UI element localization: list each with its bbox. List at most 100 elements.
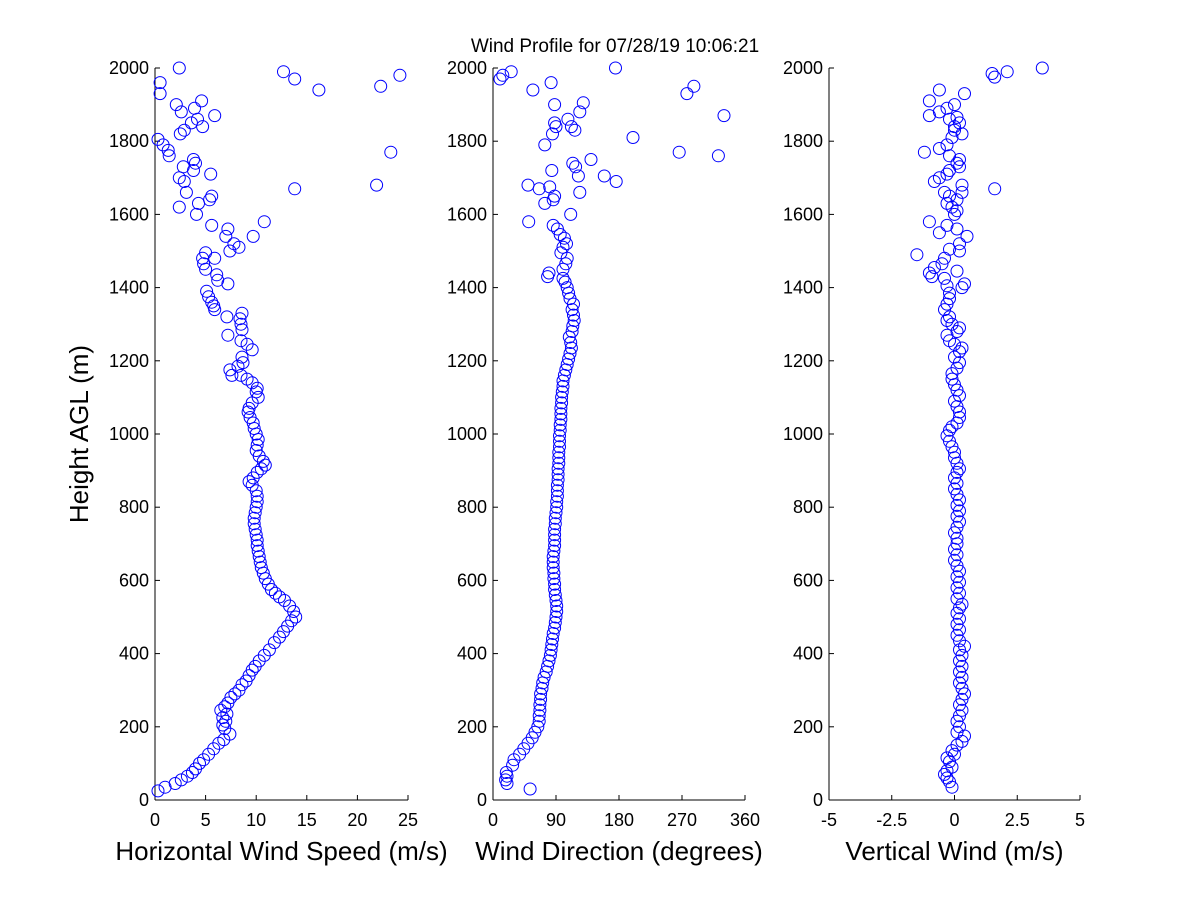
data-point xyxy=(546,632,559,646)
data-point xyxy=(205,189,219,203)
data-point xyxy=(177,175,191,188)
figure-title: Wind Profile for 07/28/19 10:06:21 xyxy=(471,36,759,57)
data-point xyxy=(548,588,562,602)
data-point xyxy=(950,476,964,490)
data-point xyxy=(552,456,566,470)
data-point xyxy=(533,703,547,717)
y-tick-label: 600 xyxy=(119,570,149,590)
data-point xyxy=(672,145,686,159)
data-point xyxy=(563,347,577,360)
data-point xyxy=(940,218,954,232)
data-point xyxy=(187,153,200,166)
data-point xyxy=(955,648,969,662)
data-point xyxy=(234,334,248,348)
data-point xyxy=(917,145,931,159)
data-point xyxy=(531,720,545,734)
data-point xyxy=(932,83,946,97)
data-point xyxy=(985,67,999,80)
data-point xyxy=(548,621,562,635)
data-point xyxy=(219,714,233,728)
data-point xyxy=(236,356,250,370)
data-point xyxy=(561,112,575,126)
y-tick-label: 1800 xyxy=(109,131,149,151)
x-tick-label: 180 xyxy=(604,810,634,830)
data-point xyxy=(950,110,964,124)
y-tick-label: 1600 xyxy=(783,204,823,224)
data-point xyxy=(950,193,964,207)
data-point xyxy=(249,444,263,457)
data-point xyxy=(953,623,966,637)
data-point xyxy=(950,628,964,642)
data-point xyxy=(950,738,964,752)
data-point xyxy=(168,777,182,790)
data-point xyxy=(943,112,956,126)
y-tick-label: 1200 xyxy=(447,351,487,371)
y-tick-label: 600 xyxy=(457,570,487,590)
x-tick-label: 20 xyxy=(347,810,367,830)
data-point xyxy=(208,251,222,265)
data-point xyxy=(240,337,254,351)
data-point xyxy=(221,222,235,236)
data-point xyxy=(940,771,954,785)
data-point xyxy=(200,284,214,298)
data-point xyxy=(953,575,966,589)
data-point xyxy=(943,292,956,306)
data-point xyxy=(262,643,276,657)
x-tick-label: 5 xyxy=(201,810,211,830)
data-point xyxy=(958,687,971,701)
data-point xyxy=(544,643,558,657)
data-point xyxy=(554,401,568,415)
y-tick-label: 200 xyxy=(457,717,487,737)
data-point xyxy=(950,520,964,534)
data-point xyxy=(953,160,966,174)
data-point xyxy=(953,654,966,668)
data-point xyxy=(535,681,549,695)
data-point xyxy=(219,229,233,243)
data-point xyxy=(943,334,956,348)
data-point xyxy=(948,207,961,221)
data-point xyxy=(955,703,969,717)
data-point xyxy=(234,368,248,382)
data-point xyxy=(564,120,578,134)
data-point xyxy=(242,475,256,489)
data-point xyxy=(948,526,961,540)
data-point xyxy=(953,601,966,615)
x-tick-label: 15 xyxy=(297,810,317,830)
y-tick-label: 0 xyxy=(139,790,149,810)
data-point xyxy=(550,478,564,492)
data-point xyxy=(250,533,264,547)
data-point xyxy=(506,758,520,772)
data-point xyxy=(250,465,264,479)
data-point xyxy=(548,583,562,596)
data-point xyxy=(554,412,568,426)
data-point xyxy=(953,634,966,648)
data-point xyxy=(711,149,725,163)
data-point xyxy=(565,325,579,338)
data-point xyxy=(268,586,282,600)
data-point xyxy=(943,242,956,256)
data-point xyxy=(922,109,936,123)
y-tick-label: 1600 xyxy=(447,204,487,224)
data-point xyxy=(550,599,564,613)
data-point xyxy=(546,127,559,141)
data-point xyxy=(173,127,187,141)
data-point xyxy=(564,341,578,355)
data-point xyxy=(246,229,260,243)
x-tick-label: -2.5 xyxy=(876,810,907,830)
y-tick-label: 800 xyxy=(119,497,149,517)
data-point xyxy=(550,222,564,236)
y-tick-label: 1200 xyxy=(783,351,823,371)
data-point xyxy=(945,420,959,434)
data-point xyxy=(940,101,954,115)
x-tick-label: 0 xyxy=(949,810,959,830)
data-point xyxy=(943,164,956,177)
data-point xyxy=(188,101,201,115)
data-point xyxy=(548,189,562,203)
data-point xyxy=(153,87,167,101)
data-point xyxy=(254,561,268,575)
data-point xyxy=(573,105,587,119)
data-point xyxy=(565,303,579,317)
data-point xyxy=(521,178,535,192)
data-point xyxy=(288,72,302,86)
data-point xyxy=(546,627,560,640)
